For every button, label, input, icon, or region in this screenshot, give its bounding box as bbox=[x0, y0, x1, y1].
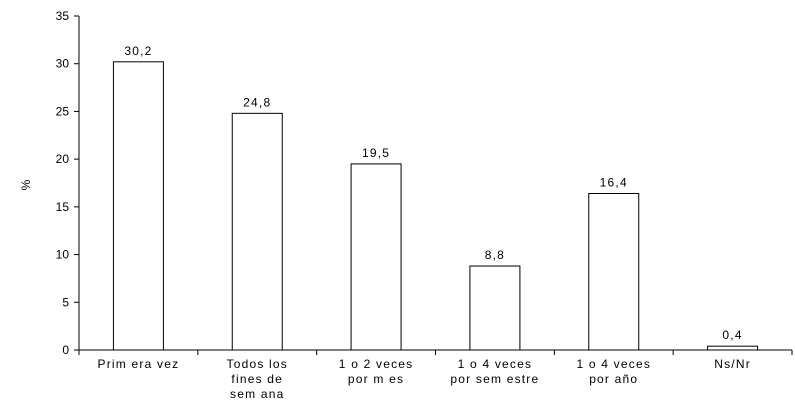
bar bbox=[469, 265, 521, 351]
data-label: 24,8 bbox=[243, 95, 271, 109]
category-label-line: por año bbox=[589, 372, 638, 386]
data-label: 0,4 bbox=[722, 328, 742, 342]
bar bbox=[350, 163, 402, 351]
category-label: 1 o 2 veces por m es bbox=[339, 357, 414, 386]
data-label: 8,8 bbox=[485, 248, 505, 262]
category-label-line: fines de bbox=[231, 372, 283, 386]
bar bbox=[588, 192, 640, 351]
y-tick-label: 5 bbox=[62, 295, 69, 309]
y-tick-label: 0 bbox=[62, 343, 69, 357]
bar bbox=[112, 61, 164, 351]
category-label-line: 1 o 4 veces bbox=[576, 357, 651, 371]
data-label: 30,2 bbox=[124, 44, 152, 58]
category-label-line: por sem estre bbox=[450, 372, 539, 386]
category-label-line: 1 o 2 veces bbox=[339, 357, 414, 371]
y-tick-label: 25 bbox=[56, 104, 70, 118]
category-label-line: Prim era vez bbox=[98, 357, 180, 371]
category-label: Todos los fines de sem ana bbox=[227, 357, 289, 401]
y-tick-label: 15 bbox=[56, 200, 70, 214]
category-label-line: Todos los bbox=[227, 357, 289, 371]
y-tick-label: 20 bbox=[56, 152, 70, 166]
category-label: Ns/Nr bbox=[714, 357, 751, 371]
data-label: 16,4 bbox=[600, 175, 628, 189]
category-label-line: 1 o 4 veces bbox=[458, 357, 533, 371]
y-axis-title: % bbox=[19, 179, 33, 190]
category-label: Prim era vez bbox=[98, 357, 180, 371]
y-tick-label: 35 bbox=[56, 9, 70, 23]
category-label-line: sem ana bbox=[230, 387, 284, 401]
category-label-line: por m es bbox=[348, 372, 404, 386]
data-label: 19,5 bbox=[362, 146, 390, 160]
bar bbox=[707, 345, 759, 351]
y-tick-label: 30 bbox=[56, 57, 70, 71]
category-label: 1 o 4 veces por año bbox=[576, 357, 651, 386]
category-label: 1 o 4 veces por sem estre bbox=[450, 357, 539, 386]
bar bbox=[231, 112, 283, 351]
y-tick-label: 10 bbox=[56, 248, 70, 262]
category-label-line: Ns/Nr bbox=[714, 357, 751, 371]
